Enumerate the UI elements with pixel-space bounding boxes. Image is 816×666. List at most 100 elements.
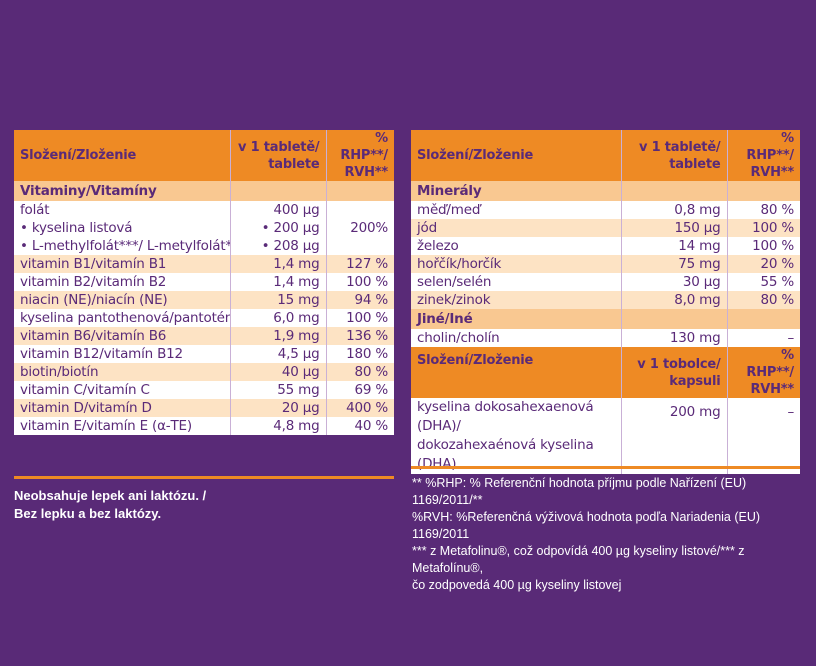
table-row: hořčík/horčík 75 mg 20 %: [411, 255, 800, 273]
row-pct: 127 %: [326, 255, 394, 273]
row-value: 0,8 mg: [621, 201, 728, 219]
table-row: folát 400 µg: [14, 201, 394, 219]
row-value: 400 µg: [230, 201, 327, 219]
row-name: jód: [411, 219, 622, 237]
table-row: vitamin C/vitamín C 55 mg 69 %: [14, 381, 394, 399]
row-name: niacin (NE)/niacín (NE): [14, 291, 231, 309]
row-value: 4,8 mg: [230, 417, 327, 435]
section-vitamins-label: Vitaminy/Vitamíny: [14, 181, 231, 201]
row-pct: 69 %: [354, 382, 389, 398]
left-table-bottom-bar: [14, 476, 394, 479]
row-value: 30 µg: [621, 273, 728, 291]
row-pct: 100 %: [727, 219, 800, 237]
footnote-line3: *** z Metafolinu®, což odpovídá 400 µg k…: [412, 544, 745, 575]
row-name: vitamin B2/vitamín B2: [14, 273, 231, 291]
footnote-line1: ** %RHP: % Referenční hodnota příjmu pod…: [412, 476, 747, 507]
gluten-lactose-note: Neobsahuje lepek ani laktózu. / Bez lepk…: [14, 487, 206, 523]
row-name: zinek/zinok: [411, 291, 622, 309]
row-value: 55 mg: [230, 381, 327, 399]
minerals-table: Složení/Zloženie v 1 tabletě/ tablete % …: [411, 130, 800, 474]
row-name: hořčík/horčík: [411, 255, 622, 273]
table-row: niacin (NE)/niacín (NE) 15 mg 94 %: [14, 291, 394, 309]
row-value: 8,0 mg: [621, 291, 728, 309]
capsule-header-per-capsule: v 1 tobolce/ kapsuli: [621, 347, 728, 398]
note-left-line1: Neobsahuje lepek ani laktózu. /: [14, 488, 207, 503]
capsule-row-name: kyselina dokosahexaenová (DHA)/ dokozahe…: [411, 398, 622, 474]
row-pct: 100 %: [346, 310, 388, 326]
row-value: 40 µg: [230, 363, 327, 381]
capsule-row-pct: –: [787, 404, 794, 420]
row-value: 20 µg: [230, 399, 327, 417]
row-value: 15 mg: [230, 291, 327, 309]
table-row: kyselina pantothenová/pantoténová6,0 mg 1…: [14, 309, 394, 327]
table-row: • L-methylfolát***/ L-metylfolát*** • 208…: [14, 237, 394, 255]
table-row: vitamin B2/vitamín B2 1,4 mg 100 %: [14, 273, 394, 291]
row-value: 1,4 mg: [230, 255, 327, 273]
note-left-line2: Bez lepku a bez laktózy.: [14, 506, 162, 521]
row-pct: 55 %: [760, 274, 795, 290]
row-pct: [326, 201, 394, 219]
row-pct: 400 %: [326, 399, 394, 417]
vitamins-table-header: Složení/Zloženie v 1 tabletě/ tablete % …: [14, 130, 394, 181]
capsule-name-line1: kyselina dokosahexaenová (DHA)/: [417, 399, 594, 434]
header-rhp: % RHP**/ RVH**: [326, 130, 394, 181]
table-row: vitamin E/vitamín E (α-TE) 4,8 mg 40 %: [14, 417, 394, 435]
capsule-row: kyselina dokosahexaenová (DHA)/ dokozahe…: [411, 398, 800, 474]
row-value: • 208 µg: [230, 237, 327, 255]
row-pct: 100 %: [346, 274, 388, 290]
footnotes: ** %RHP: % Referenční hodnota příjmu pod…: [412, 475, 807, 594]
table-row: vitamin B12/vitamín B12 4,5 µg 180 %: [14, 345, 394, 363]
row-pct: 40 %: [354, 418, 389, 434]
capsule-row-value: 200 mg: [621, 398, 728, 474]
table-row: vitamin B1/vitamín B1 1,4 mg 127 %: [14, 255, 394, 273]
capsule-table-header: Složení/Zloženie v 1 tobolce/ kapsuli % …: [411, 347, 800, 398]
table-row: cholin/cholín 130 mg –: [411, 329, 800, 347]
row-name: • kyselina listová: [14, 219, 231, 237]
row-name: měď/meď: [411, 201, 622, 219]
header-per-tablet: v 1 tabletě/ tablete: [621, 130, 728, 181]
row-name: vitamin C/vitamín C: [14, 381, 231, 399]
capsule-header-composition: Složení/Zloženie: [411, 347, 622, 398]
row-pct: 80 %: [326, 363, 394, 381]
row-name: vitamin B6/vitamín B6: [14, 327, 231, 345]
table-row: železo 14 mg 100 %: [411, 237, 800, 255]
row-name: kyselina pantothenová/pantoténová: [14, 309, 231, 327]
row-value: 4,5 µg: [230, 345, 327, 363]
row-value: 6,0 mg: [230, 309, 327, 327]
capsule-header-rhp: % RHP**/ RVH**: [727, 347, 800, 398]
section-minerals-label: Minerály: [411, 181, 622, 201]
minerals-table-header: Složení/Zloženie v 1 tabletě/ tablete % …: [411, 130, 800, 181]
section-other-label: Jiné/Iné: [411, 309, 622, 329]
table-row: selen/selén 30 µg 55 %: [411, 273, 800, 291]
header-rhp: % RHP**/ RVH**: [727, 130, 800, 181]
row-pct: –: [787, 330, 794, 346]
row-pct: 94 %: [326, 291, 394, 309]
footnote-line2: %RVH: %Referenčná výživová hodnota podľa…: [412, 510, 761, 541]
row-pct: 136 %: [326, 327, 394, 345]
vitamins-table-panel: Složení/Zloženie v 1 tabletě/ tablete % …: [14, 130, 394, 435]
table-row: • kyselina listová • 200 µg 200%: [14, 219, 394, 237]
row-value: 150 µg: [621, 219, 728, 237]
section-other: Jiné/Iné: [411, 309, 800, 329]
row-value: 130 mg: [621, 329, 728, 347]
vitamins-table: Složení/Zloženie v 1 tabletě/ tablete % …: [14, 130, 394, 435]
row-value: • 200 µg: [230, 219, 327, 237]
row-name: cholin/cholín: [411, 329, 622, 347]
row-name: vitamin B1/vitamín B1: [14, 255, 231, 273]
row-name: vitamin E/vitamín E (α-TE): [14, 417, 231, 435]
table-row: vitamin B6/vitamín B6 1,9 mg 136 %: [14, 327, 394, 345]
row-value: 1,9 mg: [230, 327, 327, 345]
row-name: vitamin B12/vitamín B12: [14, 345, 231, 363]
row-value: 1,4 mg: [230, 273, 327, 291]
row-pct: 80 %: [760, 202, 795, 218]
header-composition: Složení/Zloženie: [14, 130, 231, 181]
header-composition: Složení/Zloženie: [411, 130, 622, 181]
right-table-bottom-bar: [411, 466, 800, 469]
row-value: 75 mg: [621, 255, 728, 273]
row-name: • L-methylfolát***/ L-metylfolát***: [14, 237, 231, 255]
row-name: vitamin D/vitamín D: [14, 399, 231, 417]
row-pct: [326, 237, 394, 255]
table-row: zinek/zinok 8,0 mg 80 %: [411, 291, 800, 309]
section-minerals: Minerály: [411, 181, 800, 201]
row-pct: 80 %: [727, 291, 800, 309]
